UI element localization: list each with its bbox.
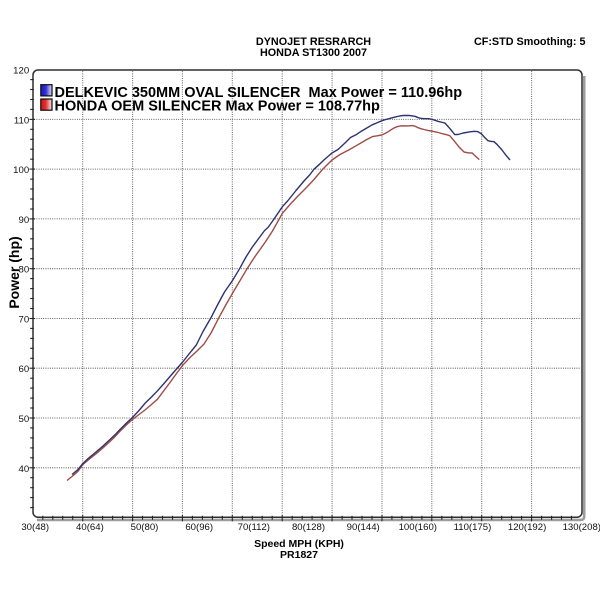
- svg-text:80: 80: [19, 265, 30, 276]
- svg-text:90(144): 90(144): [347, 522, 380, 533]
- svg-text:100(160): 100(160): [399, 522, 437, 533]
- svg-text:50(80): 50(80): [131, 522, 159, 533]
- svg-text:CF:STD Smoothing: 5: CF:STD Smoothing: 5: [474, 36, 586, 48]
- svg-text:70: 70: [19, 315, 30, 326]
- svg-text:60: 60: [19, 364, 30, 375]
- svg-text:110(175): 110(175): [454, 522, 492, 533]
- svg-text:Speed MPH (KPH): Speed MPH (KPH): [254, 538, 344, 550]
- svg-text:PR1827: PR1827: [280, 549, 318, 561]
- svg-text:50: 50: [19, 414, 30, 425]
- svg-text:HONDA OEM SILENCER Max Power =: HONDA OEM SILENCER Max Power = 108.77hp: [55, 99, 381, 115]
- svg-text:90: 90: [19, 215, 30, 226]
- svg-text:40: 40: [19, 464, 30, 475]
- svg-text:Power (hp): Power (hp): [6, 236, 22, 308]
- svg-text:60(96): 60(96): [185, 522, 213, 533]
- svg-text:110: 110: [14, 115, 29, 126]
- svg-text:40(64): 40(64): [76, 522, 104, 533]
- svg-text:DYNOJET RESRARCH: DYNOJET RESRARCH: [256, 36, 371, 48]
- svg-text:130(208): 130(208): [563, 522, 600, 533]
- svg-text:120(192): 120(192): [508, 522, 546, 533]
- svg-text:80(128): 80(128): [292, 522, 325, 533]
- svg-text:30(48): 30(48): [21, 522, 49, 533]
- svg-text:HONDA ST1300 2007: HONDA ST1300 2007: [260, 47, 367, 59]
- svg-text:100: 100: [13, 165, 29, 176]
- svg-text:70(112): 70(112): [238, 522, 270, 533]
- svg-text:DELKEVIC 350MM OVAL SILENCER: DELKEVIC 350MM OVAL SILENCER Max Power =…: [55, 85, 463, 101]
- svg-text:120: 120: [13, 66, 29, 77]
